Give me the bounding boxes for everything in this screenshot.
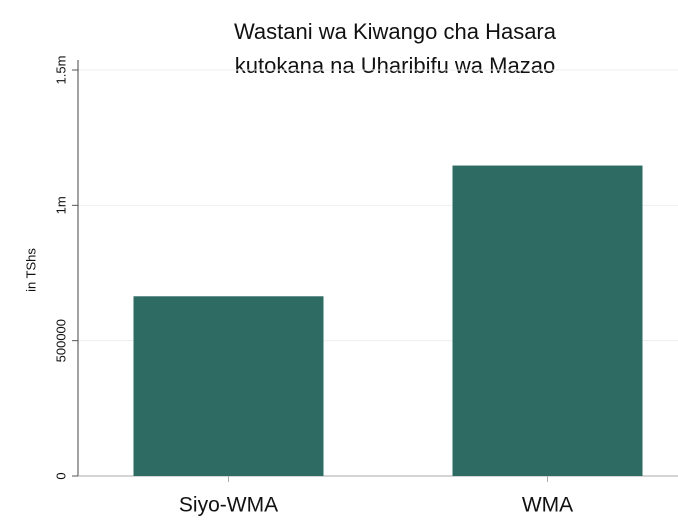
y-tick-label: 1.5m bbox=[53, 56, 68, 85]
chart-title: Wastani wa Kiwango cha Hasara bbox=[234, 19, 557, 44]
x-tick-label: WMA bbox=[522, 494, 573, 517]
y-axis-label: in TShs bbox=[23, 248, 38, 292]
y-tick-label: 1m bbox=[53, 196, 68, 214]
y-tick-label: 500000 bbox=[53, 319, 68, 362]
bar bbox=[452, 165, 643, 476]
chart-title: kutokana na Uharibifu wa Mazao bbox=[235, 53, 555, 78]
y-tick-label: 0 bbox=[53, 472, 68, 479]
x-tick-label: Siyo-WMA bbox=[179, 494, 278, 517]
bar bbox=[133, 296, 324, 476]
